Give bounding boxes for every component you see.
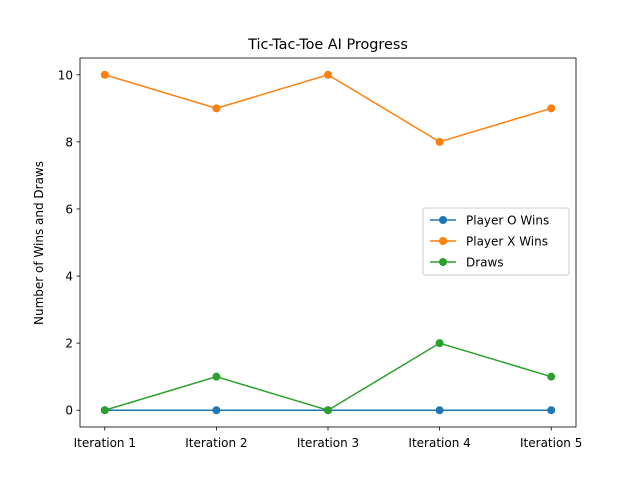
y-tick-label: 10: [58, 68, 73, 82]
legend-box: [422, 207, 570, 276]
legend-swatch-marker: [439, 237, 447, 245]
y-tick-label: 2: [65, 337, 73, 351]
y-tick-label: 0: [65, 404, 73, 418]
data-point: [324, 406, 332, 415]
data-point: [547, 104, 556, 113]
legend-swatch-marker: [439, 216, 447, 224]
y-tick-label: 6: [65, 202, 73, 216]
x-tick-label: Iteration 5: [520, 436, 582, 450]
legend-swatch-marker: [439, 258, 447, 266]
series-layer: [79, 57, 577, 428]
data-point: [212, 372, 221, 381]
data-point: [324, 70, 332, 79]
data-point: [435, 339, 444, 348]
legend-label: Draws: [466, 256, 504, 270]
data-point: [100, 70, 109, 79]
data-point: [547, 372, 556, 381]
y-tick-label: 4: [65, 270, 73, 284]
plot-area: 0 2 4 6 8 10 Iteration 1 Iteration 2 Iteration 3…: [58, 68, 583, 450]
data-point: [435, 406, 444, 415]
x-tick-label: Iteration 4: [408, 436, 470, 450]
data-point: [547, 406, 556, 415]
x-tick-label: Iteration 3: [297, 436, 359, 450]
legend-label: Player X Wins: [466, 235, 548, 249]
legend: Player O Wins Player X Wins Draws: [422, 207, 570, 276]
data-point: [435, 137, 444, 146]
x-tick-label: Iteration 2: [185, 436, 247, 450]
data-point: [100, 406, 109, 415]
x-tick-label: Iteration 1: [74, 436, 136, 450]
y-tick-label: 8: [65, 135, 73, 149]
chart-title: Tic-Tac-Toe AI Progress: [247, 37, 408, 53]
legend-label: Player O Wins: [466, 214, 549, 228]
data-point: [212, 104, 221, 113]
data-point: [212, 406, 221, 415]
axes-frame: [79, 57, 577, 428]
y-axis-title: Number of Wins and Draws: [32, 161, 46, 325]
